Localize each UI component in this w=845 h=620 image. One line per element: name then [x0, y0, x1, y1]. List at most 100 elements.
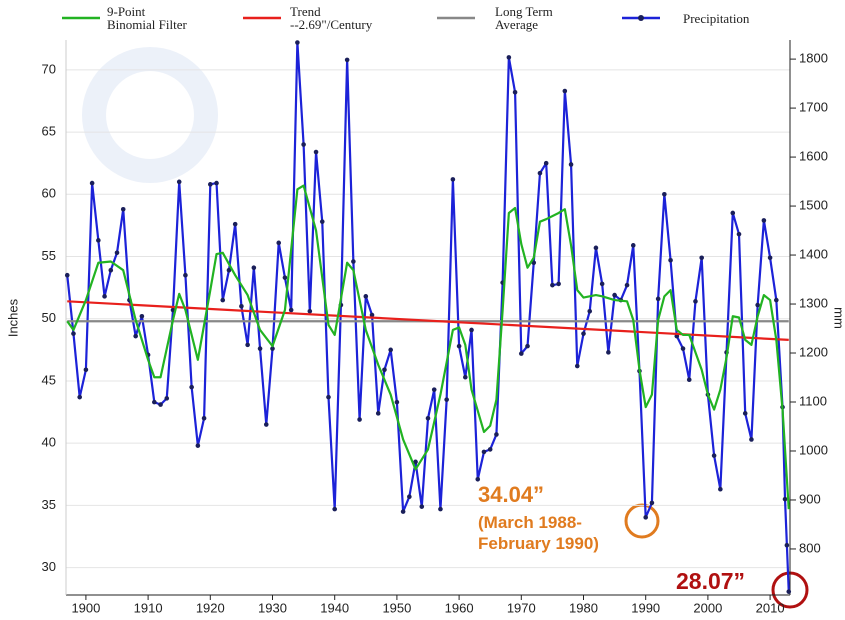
- data-point: [612, 292, 617, 298]
- y-tick-label: 30: [42, 559, 56, 574]
- series-line: [67, 300, 789, 341]
- data-point: [332, 506, 338, 512]
- data-point: [481, 449, 487, 455]
- data-point: [550, 282, 555, 288]
- data-point: [77, 394, 82, 400]
- y-tick-label: 60: [42, 186, 56, 201]
- data-point: [456, 343, 462, 349]
- data-point: [606, 350, 611, 355]
- data-point: [102, 294, 107, 299]
- legend-label: Precipitation: [683, 11, 750, 26]
- x-tick-label: 2000: [693, 600, 722, 615]
- y2-tick-label: 800: [799, 540, 821, 555]
- data-point: [562, 88, 568, 94]
- data-point: [761, 218, 767, 223]
- data-point: [351, 259, 356, 264]
- data-point: [525, 343, 530, 349]
- data-point: [369, 312, 375, 318]
- data-point: [375, 411, 381, 416]
- data-point: [344, 57, 350, 63]
- data-point: [431, 387, 437, 392]
- data-point: [139, 313, 145, 319]
- x-tick-label: 1910: [134, 600, 163, 615]
- data-point: [239, 304, 244, 309]
- x-tick-label: 1980: [569, 600, 598, 615]
- y2-tick-label: 1600: [799, 149, 828, 164]
- data-point: [295, 40, 300, 45]
- highlight-circle: [624, 503, 660, 539]
- data-point: [71, 331, 76, 336]
- y2-axis-label: mm: [832, 307, 845, 329]
- legend-label: Trend --2.69"/Century: [290, 4, 373, 32]
- data-point: [718, 486, 723, 492]
- data-point: [581, 331, 586, 336]
- data-point: [699, 255, 704, 261]
- annotation: 28.07”: [676, 568, 746, 594]
- series-line: [66, 184, 790, 510]
- data-point: [319, 219, 325, 224]
- data-point: [120, 206, 126, 212]
- y2-tick-label: 1000: [799, 442, 828, 457]
- legend-label: 9-Point Binomial Filter: [107, 4, 187, 32]
- data-point: [494, 432, 499, 437]
- data-point: [543, 160, 549, 166]
- data-point: [407, 494, 412, 499]
- data-point: [749, 437, 754, 442]
- data-point: [767, 255, 773, 261]
- y2-tick-label: 1500: [799, 197, 828, 212]
- data-point: [774, 297, 779, 303]
- data-point: [201, 415, 207, 421]
- data-point: [693, 299, 698, 304]
- data-point: [742, 411, 748, 416]
- data-point: [668, 257, 673, 263]
- data-point: [307, 308, 313, 314]
- data-point: [189, 384, 194, 390]
- data-point: [518, 351, 524, 356]
- data-point: [152, 399, 157, 405]
- data-point: [444, 397, 449, 402]
- data-point: [133, 333, 138, 339]
- data-point: [587, 308, 593, 314]
- y2-tick-label: 1200: [799, 344, 828, 359]
- data-point: [257, 346, 263, 351]
- data-point: [83, 367, 89, 373]
- data-point: [736, 231, 742, 237]
- data-point: [301, 142, 306, 147]
- data-point: [655, 296, 661, 302]
- legend-label: Long Term Average: [495, 4, 553, 32]
- y2-tick-label: 1400: [799, 246, 828, 261]
- annotation: 34.04”: [478, 482, 545, 507]
- y-axis-label: Inches: [5, 298, 20, 337]
- data-point: [419, 504, 425, 509]
- y2-tick-label: 900: [799, 491, 821, 506]
- data-point: [208, 182, 213, 187]
- data-point: [450, 177, 456, 182]
- data-point: [686, 377, 692, 383]
- x-tick-label: 1950: [382, 600, 411, 615]
- data-point: [755, 302, 760, 308]
- y-tick-label: 65: [42, 124, 56, 139]
- data-point: [251, 265, 257, 271]
- data-point: [64, 272, 70, 278]
- x-tick-label: 1990: [631, 600, 660, 615]
- data-point: [487, 447, 493, 452]
- data-point: [537, 170, 543, 176]
- noaa-watermark: [82, 47, 218, 183]
- data-point: [220, 297, 226, 303]
- data-point: [680, 346, 686, 351]
- y-tick-label: 35: [42, 497, 56, 512]
- x-tick-label: 1940: [320, 600, 349, 615]
- legend-marker: [638, 15, 644, 21]
- data-point: [413, 459, 418, 465]
- y2-tick-label: 1800: [799, 51, 828, 66]
- data-point: [593, 245, 599, 251]
- data-point: [475, 476, 481, 482]
- data-point: [662, 192, 667, 197]
- data-point: [108, 267, 114, 273]
- data-point: [245, 342, 250, 348]
- data-point: [89, 180, 95, 186]
- data-point: [463, 374, 468, 380]
- data-point: [214, 180, 219, 186]
- y-tick-label: 70: [42, 61, 56, 76]
- y-tick-label: 55: [42, 248, 56, 263]
